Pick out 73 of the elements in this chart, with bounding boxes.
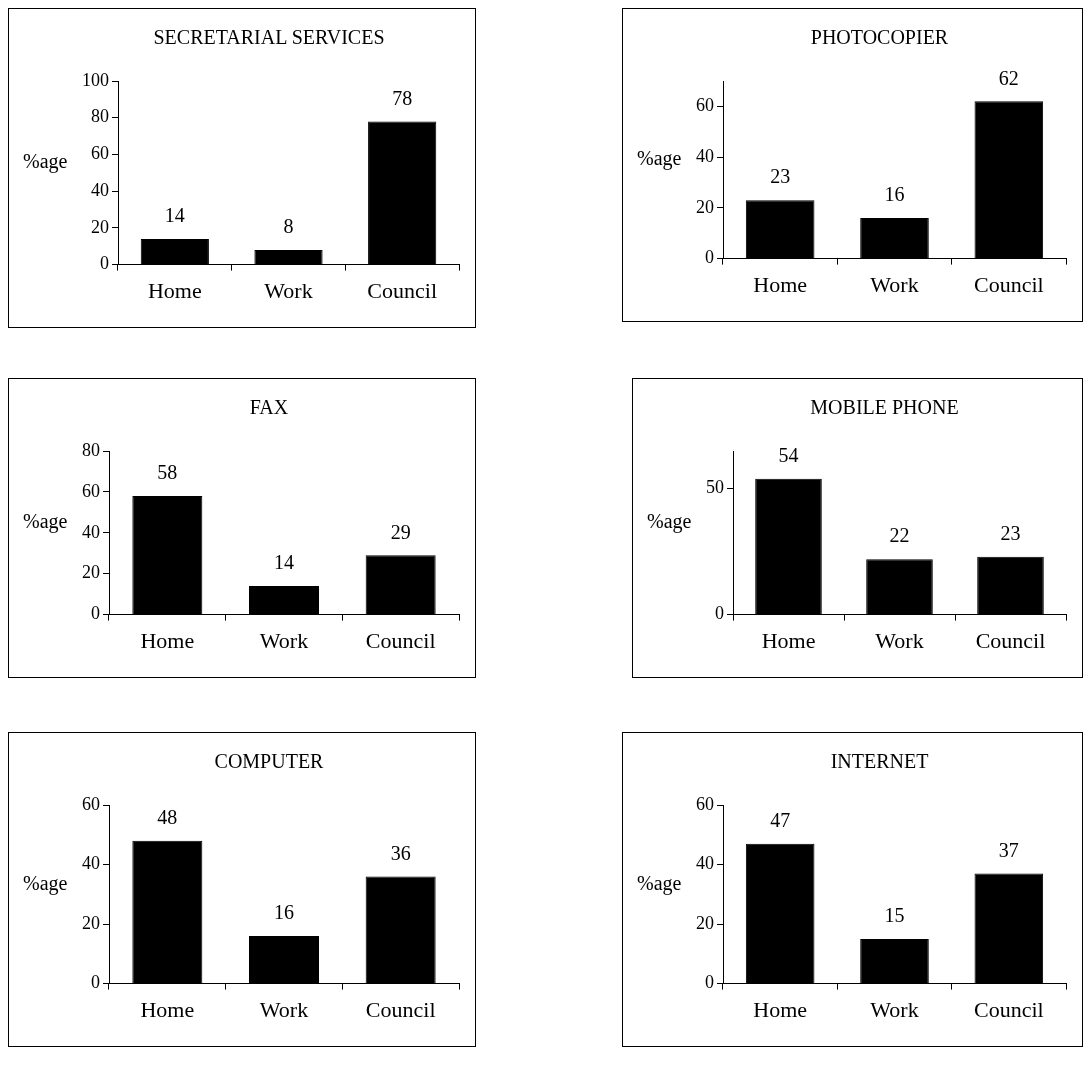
y-tick-label: 40 (696, 145, 714, 166)
data-label: 23 (770, 165, 791, 188)
data-label: 14 (164, 204, 185, 227)
x-tick-label: Council (974, 271, 1044, 297)
y-tick-label: 40 (91, 179, 109, 200)
data-label: 36 (390, 841, 411, 864)
y-axis-title: %age (637, 147, 682, 171)
x-tick-label: Work (259, 996, 309, 1022)
x-tick-label: Council (365, 996, 436, 1022)
y-tick-label: 20 (91, 216, 109, 237)
y-tick-label: 60 (91, 143, 109, 164)
y-tick-label: 60 (696, 793, 714, 814)
y-axis-title: %age (23, 150, 68, 174)
x-tick-label: Work (264, 277, 313, 303)
y-axis-title: %age (637, 871, 682, 895)
chart-title: PHOTOCOPIER (810, 26, 949, 49)
y-tick-label: 0 (100, 253, 109, 274)
data-label: 8 (283, 215, 294, 238)
y-tick-label: 0 (91, 603, 100, 624)
y-axis-title: %age (23, 510, 68, 534)
data-label: 54 (778, 443, 799, 466)
y-tick-label: 40 (82, 521, 100, 542)
chart-title: SECRETARIAL SERVICES (153, 26, 385, 49)
chart-title: MOBILE PHONE (810, 396, 959, 419)
x-tick-label: Home (753, 996, 808, 1022)
y-tick-label: 40 (82, 853, 100, 874)
y-tick-label: 0 (705, 972, 714, 993)
data-label: 37 (998, 838, 1019, 861)
x-tick-label: Work (870, 996, 919, 1022)
chart-title: FAX (249, 396, 289, 419)
data-label: 78 (392, 86, 413, 109)
data-label: 62 (998, 66, 1019, 89)
chart-title: INTERNET (830, 750, 929, 773)
x-tick-label: Home (140, 627, 195, 653)
x-tick-label: Council (365, 627, 436, 653)
y-tick-label: 20 (696, 196, 714, 217)
data-label: 14 (274, 551, 294, 574)
y-tick-label: 60 (82, 480, 100, 501)
x-tick-label: Home (753, 271, 808, 297)
y-axis-title: %age (647, 510, 692, 534)
x-tick-label: Council (367, 277, 437, 303)
data-label: 15 (884, 904, 905, 927)
y-axis-title: %age (23, 871, 68, 895)
y-tick-label: 0 (91, 972, 100, 993)
y-tick-label: 50 (706, 477, 724, 498)
y-tick-label: 60 (696, 95, 714, 116)
y-tick-label: 20 (82, 912, 100, 933)
x-tick-label: Work (259, 627, 309, 653)
x-tick-label: Home (140, 996, 195, 1022)
chart-title: COMPUTER (214, 750, 325, 773)
y-tick-label: 80 (82, 439, 100, 460)
x-tick-label: Council (974, 996, 1044, 1022)
data-label: 47 (770, 808, 791, 831)
y-tick-label: 20 (696, 912, 714, 933)
x-tick-label: Work (875, 627, 924, 653)
y-tick-label: 60 (82, 793, 100, 814)
y-tick-label: 40 (696, 853, 714, 874)
data-label: 58 (157, 461, 178, 484)
x-tick-label: Work (870, 271, 919, 297)
data-label: 16 (274, 901, 294, 924)
data-label: 23 (1000, 521, 1021, 544)
y-tick-label: 20 (82, 562, 100, 583)
x-tick-label: Home (147, 277, 202, 303)
y-tick-label: 80 (91, 106, 109, 127)
data-label: 29 (390, 520, 411, 543)
x-tick-label: Home (761, 627, 816, 653)
y-tick-label: 0 (705, 247, 714, 268)
y-tick-label: 0 (715, 603, 724, 624)
data-label: 22 (889, 524, 910, 547)
y-tick-label: 100 (82, 69, 109, 90)
data-label: 16 (884, 183, 905, 206)
data-label: 48 (157, 805, 178, 828)
x-tick-label: Council (975, 627, 1046, 653)
